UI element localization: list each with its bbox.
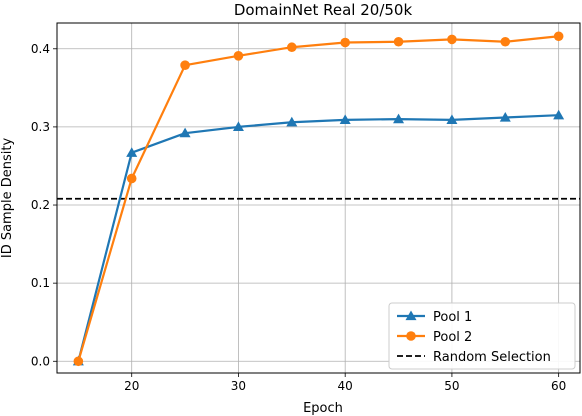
pool-2-point — [447, 34, 457, 45]
pool-1-point — [393, 113, 405, 124]
x-tick-label: 60 — [551, 379, 566, 393]
pool-2-point — [180, 60, 190, 70]
pool-1-point — [232, 121, 244, 132]
x-axis-label: Epoch — [303, 401, 343, 416]
y-axis-label: ID Sample Density — [0, 138, 15, 259]
x-tick-label: 30 — [231, 379, 246, 393]
x-tick-label: 50 — [444, 379, 459, 393]
pool-2-point — [287, 42, 297, 53]
y-tick-label: 0.2 — [31, 198, 50, 212]
series-layer — [72, 31, 565, 367]
legend-random-selection-label: Random Selection — [433, 350, 551, 365]
legend-pool-1-label: Pool 1 — [433, 310, 472, 325]
pool-1-point — [446, 114, 458, 124]
y-tick-label: 0.1 — [31, 276, 50, 290]
pool-2-point — [340, 37, 350, 48]
pool-1-point — [339, 114, 351, 124]
chart-title: DomainNet Real 20/50k — [234, 1, 413, 19]
pool-1-point — [286, 116, 298, 127]
legend: Pool 1 Pool 2 Random Selection — [388, 302, 576, 370]
plot-frame — [56, 22, 581, 374]
axis-ticks: 20 30 40 50 60 0.0 0.1 0.2 0.3 0.4 — [31, 42, 566, 393]
y-tick-label: 0.3 — [31, 120, 50, 134]
pool-1-point — [553, 109, 565, 120]
legend-pool-1-marker — [405, 310, 417, 321]
pool-2-point — [393, 36, 404, 47]
legend-box — [388, 302, 576, 370]
pool-2-point — [73, 356, 84, 367]
x-tick-label: 40 — [338, 379, 353, 393]
x-tick-label: 20 — [124, 379, 139, 393]
y-tick-label: 0.0 — [31, 354, 50, 368]
pool-2-point — [233, 51, 244, 61]
pool-1-point — [126, 147, 138, 157]
pool-1-line — [77, 114, 559, 362]
pool-2-line — [77, 35, 559, 362]
pool-1-point — [179, 127, 191, 138]
pool-2-point — [126, 173, 137, 184]
legend-pool-2-label: Pool 2 — [433, 330, 472, 345]
legend-pool-2-marker — [406, 331, 416, 341]
y-tick-label: 0.4 — [31, 42, 50, 56]
pool-2-point — [500, 36, 511, 47]
pool-2-point — [553, 31, 564, 42]
pool-1-point — [499, 112, 511, 122]
grid-lines — [57, 23, 580, 373]
